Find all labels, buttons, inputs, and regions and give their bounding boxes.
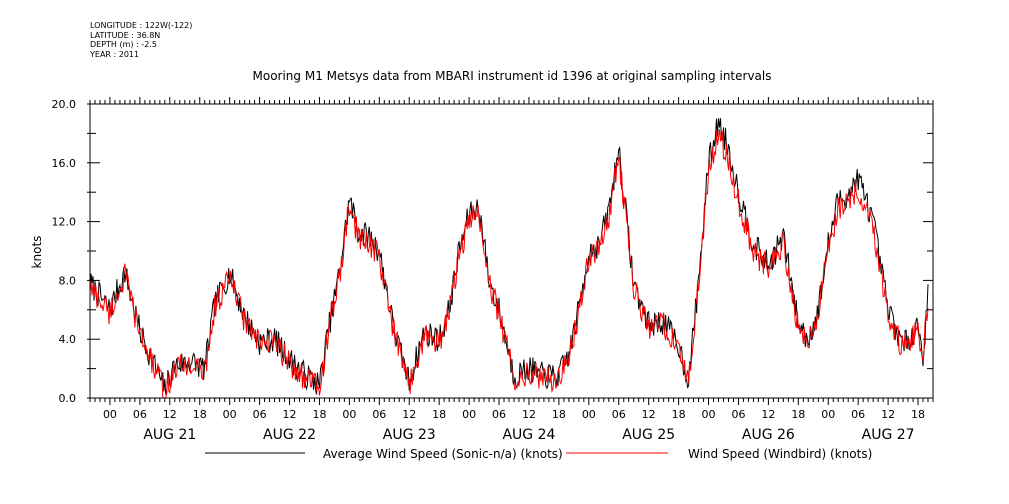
y-tick-label: 4.0: [59, 333, 77, 346]
x-hour-label: 00: [103, 408, 117, 421]
x-hour-label: 18: [791, 408, 805, 421]
x-hour-label: 12: [881, 408, 895, 421]
y-tick-label: 0.0: [59, 392, 77, 405]
y-tick-label: 20.0: [52, 98, 77, 111]
x-day-label: AUG 27: [862, 427, 915, 443]
x-hour-label: 06: [612, 408, 626, 421]
x-hour-label: 06: [492, 408, 506, 421]
x-day-label: AUG 24: [502, 427, 555, 443]
x-day-label: AUG 21: [143, 427, 196, 443]
legend-label-average-wind-speed: Average Wind Speed (Sonic-n/a) (knots): [323, 447, 563, 461]
y-tick-label: 8.0: [59, 274, 77, 287]
x-day-label: AUG 23: [383, 427, 436, 443]
plot-frame: [89, 103, 934, 399]
x-hour-label: 12: [522, 408, 536, 421]
mooring-metadata: LONGITUDE : 122W(-122) LATITUDE : 36.8N …: [90, 21, 192, 59]
legend: Average Wind Speed (Sonic-n/a) (knots) W…: [205, 447, 872, 461]
x-hour-label: 06: [133, 408, 147, 421]
x-hour-label: 18: [432, 408, 446, 421]
x-hour-label: 06: [253, 408, 267, 421]
x-day-label: AUG 26: [742, 427, 795, 443]
x-hour-label: 00: [702, 408, 716, 421]
x-hour-label: 06: [372, 408, 386, 421]
depth-text: DEPTH (m) : -2.5: [90, 40, 157, 49]
x-hour-label: 00: [223, 408, 237, 421]
legend-label-windbird-wind-speed: Wind Speed (Windbird) (knots): [688, 447, 872, 461]
x-hour-label: 00: [462, 408, 476, 421]
series-line-windbird-wind-speed: [89, 129, 929, 399]
x-hour-label: 18: [312, 408, 326, 421]
x-hour-label: 12: [642, 408, 656, 421]
axes-layer: 0.0 4.0 8.0 12.0 16.0 20.0 00 06 12 18 00 06 12 18 00 0…: [52, 97, 934, 443]
x-hour-label: 18: [193, 408, 207, 421]
series-line-average-wind-speed: [89, 118, 929, 395]
x-hour-label: 00: [342, 408, 356, 421]
x-hour-label: 00: [582, 408, 596, 421]
longitude-text: LONGITUDE : 122W(-122): [90, 21, 193, 30]
x-hour-label: 18: [552, 408, 566, 421]
x-hour-label: 12: [163, 408, 177, 421]
x-hour-label: 12: [283, 408, 297, 421]
y-axis-label: knots: [30, 236, 44, 269]
latitude-text: LATITUDE : 36.8N: [90, 30, 161, 40]
x-hour-label: 12: [761, 408, 775, 421]
x-hour-label: 18: [672, 408, 686, 421]
y-tick-label: 12.0: [52, 216, 77, 229]
series-layer: [89, 118, 929, 399]
x-hour-label: 00: [821, 408, 835, 421]
x-hour-label: 06: [851, 408, 865, 421]
x-hour-label: 18: [911, 408, 925, 421]
chart-title: Mooring M1 Metsys data from MBARI instru…: [253, 69, 772, 83]
y-tick-label: 16.0: [52, 157, 77, 170]
x-hour-label: 06: [731, 408, 745, 421]
x-hour-label: 12: [402, 408, 416, 421]
year-text: YEAR : 2011: [90, 49, 140, 59]
x-day-label: AUG 22: [263, 427, 316, 443]
x-day-label: AUG 25: [622, 427, 675, 443]
